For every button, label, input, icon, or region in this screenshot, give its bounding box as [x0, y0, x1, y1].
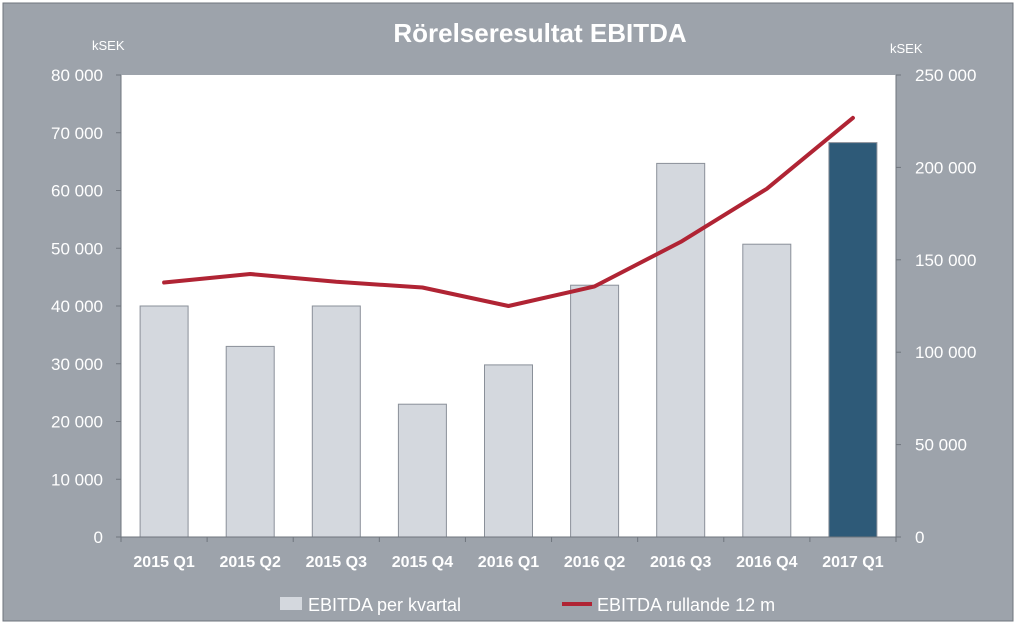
right-tick-label-4: 200 000	[915, 158, 976, 177]
right-tick-label-1: 50 000	[915, 436, 967, 455]
x-axis: 2015 Q1 2015 Q2 2015 Q3 2015 Q4 2016 Q1 2016 …	[120, 537, 897, 571]
right-tick-label-2: 100 000	[915, 343, 976, 362]
left-tick-label-6: 60 000	[51, 182, 103, 201]
category-label-8: 2017 Q1	[822, 554, 883, 571]
legend-bar-swatch	[280, 597, 302, 610]
category-label-7: 2016 Q4	[736, 554, 797, 571]
right-axis: 0 50 000 100 000 150 000 200 000 250 000	[896, 66, 976, 547]
legend: EBITDA per kvartal EBITDA rullande 12 m	[280, 595, 775, 615]
left-axis: 0 10 000 20 000 30 000 40 000 50 000 60 000 70 …	[51, 66, 121, 547]
left-tick-label-0: 0	[94, 528, 103, 547]
left-tick-label-2: 20 000	[51, 413, 103, 432]
right-tick-label-5: 250 000	[915, 66, 976, 85]
category-label-6: 2016 Q3	[650, 554, 711, 571]
left-axis-unit: kSEK	[92, 38, 125, 53]
left-tick-label-8: 80 000	[51, 66, 103, 85]
line-series	[120, 75, 897, 538]
bar-4	[484, 364, 533, 538]
left-tick-label-4: 40 000	[51, 297, 103, 316]
legend-bar-label: EBITDA per kvartal	[308, 595, 461, 615]
left-tick-label-3: 30 000	[51, 355, 103, 374]
category-label-5: 2016 Q2	[564, 554, 625, 571]
bar-6	[656, 162, 706, 538]
bar-1	[225, 345, 275, 538]
category-label-0: 2015 Q1	[133, 554, 194, 571]
bar-7	[742, 243, 792, 538]
bar-5	[570, 284, 620, 538]
bar-2	[311, 305, 361, 538]
left-tick-label-5: 50 000	[51, 239, 103, 258]
bar-0	[139, 305, 189, 538]
bar-3	[397, 403, 447, 538]
right-axis-unit: kSEK	[890, 41, 923, 56]
category-label-2: 2015 Q3	[306, 554, 367, 571]
legend-line-label: EBITDA rullande 12 m	[597, 595, 775, 615]
right-tick-label-3: 150 000	[915, 251, 976, 270]
category-label-1: 2015 Q2	[220, 554, 281, 571]
chart-title: Rörelseresultat EBITDA	[393, 18, 687, 48]
left-tick-label-1: 10 000	[51, 470, 103, 489]
right-tick-label-0: 0	[915, 528, 924, 547]
bar-series	[139, 142, 878, 538]
left-tick-label-7: 70 000	[51, 124, 103, 143]
bar-8	[828, 142, 878, 538]
category-label-3: 2015 Q4	[392, 554, 453, 571]
category-label-4: 2016 Q1	[478, 554, 539, 571]
rolling-line	[162, 115, 855, 308]
